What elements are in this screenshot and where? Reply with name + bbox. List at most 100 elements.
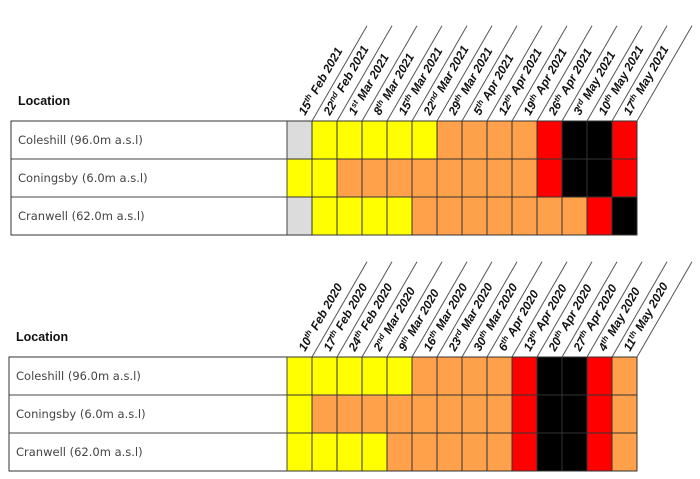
cell-2021-r2-c12 [586, 196, 613, 236]
header-divider [386, 25, 443, 122]
location-label: Coleshill (96.0m a.s.l) [18, 133, 143, 147]
header-divider [436, 25, 493, 122]
location-header: Location [16, 330, 68, 344]
header-divider [536, 25, 593, 122]
table-border [10, 120, 638, 236]
cell-2021-r2-c10 [536, 196, 563, 236]
header-divider [636, 261, 693, 358]
cell-2021-r2-c3 [361, 196, 388, 236]
cell-2021-r1-c7 [461, 158, 488, 198]
cell-2020-r1-c3 [361, 394, 388, 434]
header-divider [561, 261, 618, 358]
cell-2020-r2-c8 [486, 432, 513, 472]
cell-2021-r1-c10 [536, 158, 563, 198]
cell-2020-r1-c11 [561, 394, 588, 434]
cell-2020-r1-c13 [611, 394, 638, 434]
header-divider [411, 25, 468, 122]
location-label: Cranwell (62.0m a.s.l) [16, 445, 143, 459]
header-divider [511, 25, 568, 122]
cell-2020-r1-c0 [286, 394, 313, 434]
cell-2021-r2-c5 [411, 196, 438, 236]
cell-2020-r0-c7 [461, 356, 488, 396]
cell-2020-r2-c6 [436, 432, 463, 472]
header-divider [386, 261, 443, 358]
cell-2021-r1-c0 [286, 158, 313, 198]
cell-2020-r0-c11 [561, 356, 588, 396]
cell-2021-r0-c5 [411, 120, 438, 160]
cell-2020-r2-c12 [586, 432, 613, 472]
cell-2021-r0-c9 [511, 120, 538, 160]
location-cell [8, 356, 288, 396]
cell-2020-r0-c9 [511, 356, 538, 396]
cell-2021-r1-c3 [361, 158, 388, 198]
location-label: Cranwell (62.0m a.s.l) [18, 209, 145, 223]
cell-2020-r0-c4 [386, 356, 413, 396]
header-divider [461, 25, 518, 122]
location-cell [10, 158, 288, 198]
cell-2021-r1-c11 [561, 158, 588, 198]
cell-2021-r1-c13 [611, 158, 638, 198]
cell-2020-r2-c4 [386, 432, 413, 472]
cell-2020-r0-c5 [411, 356, 438, 396]
header-divider [636, 25, 693, 122]
cell-2020-r0-c6 [436, 356, 463, 396]
cell-2021-r0-c12 [586, 120, 613, 160]
header-divider [536, 261, 593, 358]
cell-2021-r2-c4 [386, 196, 413, 236]
cell-2020-r1-c6 [436, 394, 463, 434]
header-divider [586, 25, 643, 122]
cell-2021-r1-c4 [386, 158, 413, 198]
cell-2020-r1-c12 [586, 394, 613, 434]
header-divider [611, 25, 668, 122]
cell-2021-r1-c6 [436, 158, 463, 198]
header-divider [486, 25, 543, 122]
cell-2020-r2-c9 [511, 432, 538, 472]
cell-2020-r0-c10 [536, 356, 563, 396]
cell-2020-r1-c7 [461, 394, 488, 434]
cell-2020-r2-c5 [411, 432, 438, 472]
header-divider [586, 261, 643, 358]
header-divider [436, 261, 493, 358]
cell-2021-r0-c11 [561, 120, 588, 160]
header-divider [361, 25, 418, 122]
cell-2021-r0-c1 [311, 120, 338, 160]
cell-2021-r1-c9 [511, 158, 538, 198]
cell-2021-r2-c8 [486, 196, 513, 236]
cell-2020-r2-c1 [311, 432, 338, 472]
cell-2021-r2-c11 [561, 196, 588, 236]
cell-2020-r1-c1 [311, 394, 338, 434]
location-header: Location [18, 94, 70, 108]
cell-2021-r1-c1 [311, 158, 338, 198]
cell-2021-r1-c2 [336, 158, 363, 198]
cell-2020-r1-c2 [336, 394, 363, 434]
cell-2020-r1-c4 [386, 394, 413, 434]
cell-2020-r2-c2 [336, 432, 363, 472]
cell-2021-r2-c0 [286, 196, 313, 236]
header-divider [461, 261, 518, 358]
cell-2020-r1-c8 [486, 394, 513, 434]
cell-2021-r2-c1 [311, 196, 338, 236]
table-2020: Location Coleshill (96.0m a.s.l) Coningsby… [8, 261, 693, 472]
cell-2020-r0-c1 [311, 356, 338, 396]
header-divider [611, 261, 668, 358]
cell-2020-r2-c11 [561, 432, 588, 472]
cell-2020-r2-c0 [286, 432, 313, 472]
header-divider [486, 261, 543, 358]
table-border [8, 356, 638, 472]
cell-2020-r2-c10 [536, 432, 563, 472]
header-divider [511, 261, 568, 358]
cell-2020-r1-c10 [536, 394, 563, 434]
header-divider [311, 261, 368, 358]
cell-2020-r0-c13 [611, 356, 638, 396]
cell-2021-r0-c4 [386, 120, 413, 160]
header-divider [361, 261, 418, 358]
cell-2020-r0-c3 [361, 356, 388, 396]
header-divider [561, 25, 618, 122]
cell-2021-r0-c13 [611, 120, 638, 160]
location-label: Coleshill (96.0m a.s.l) [16, 369, 141, 383]
cell-2021-r0-c8 [486, 120, 513, 160]
cell-2020-r0-c8 [486, 356, 513, 396]
table-2021: Location Coleshill (96.0m a.s.l) Coningsby… [10, 25, 693, 236]
location-label: Coningsby (6.0m a.s.l) [18, 171, 148, 185]
